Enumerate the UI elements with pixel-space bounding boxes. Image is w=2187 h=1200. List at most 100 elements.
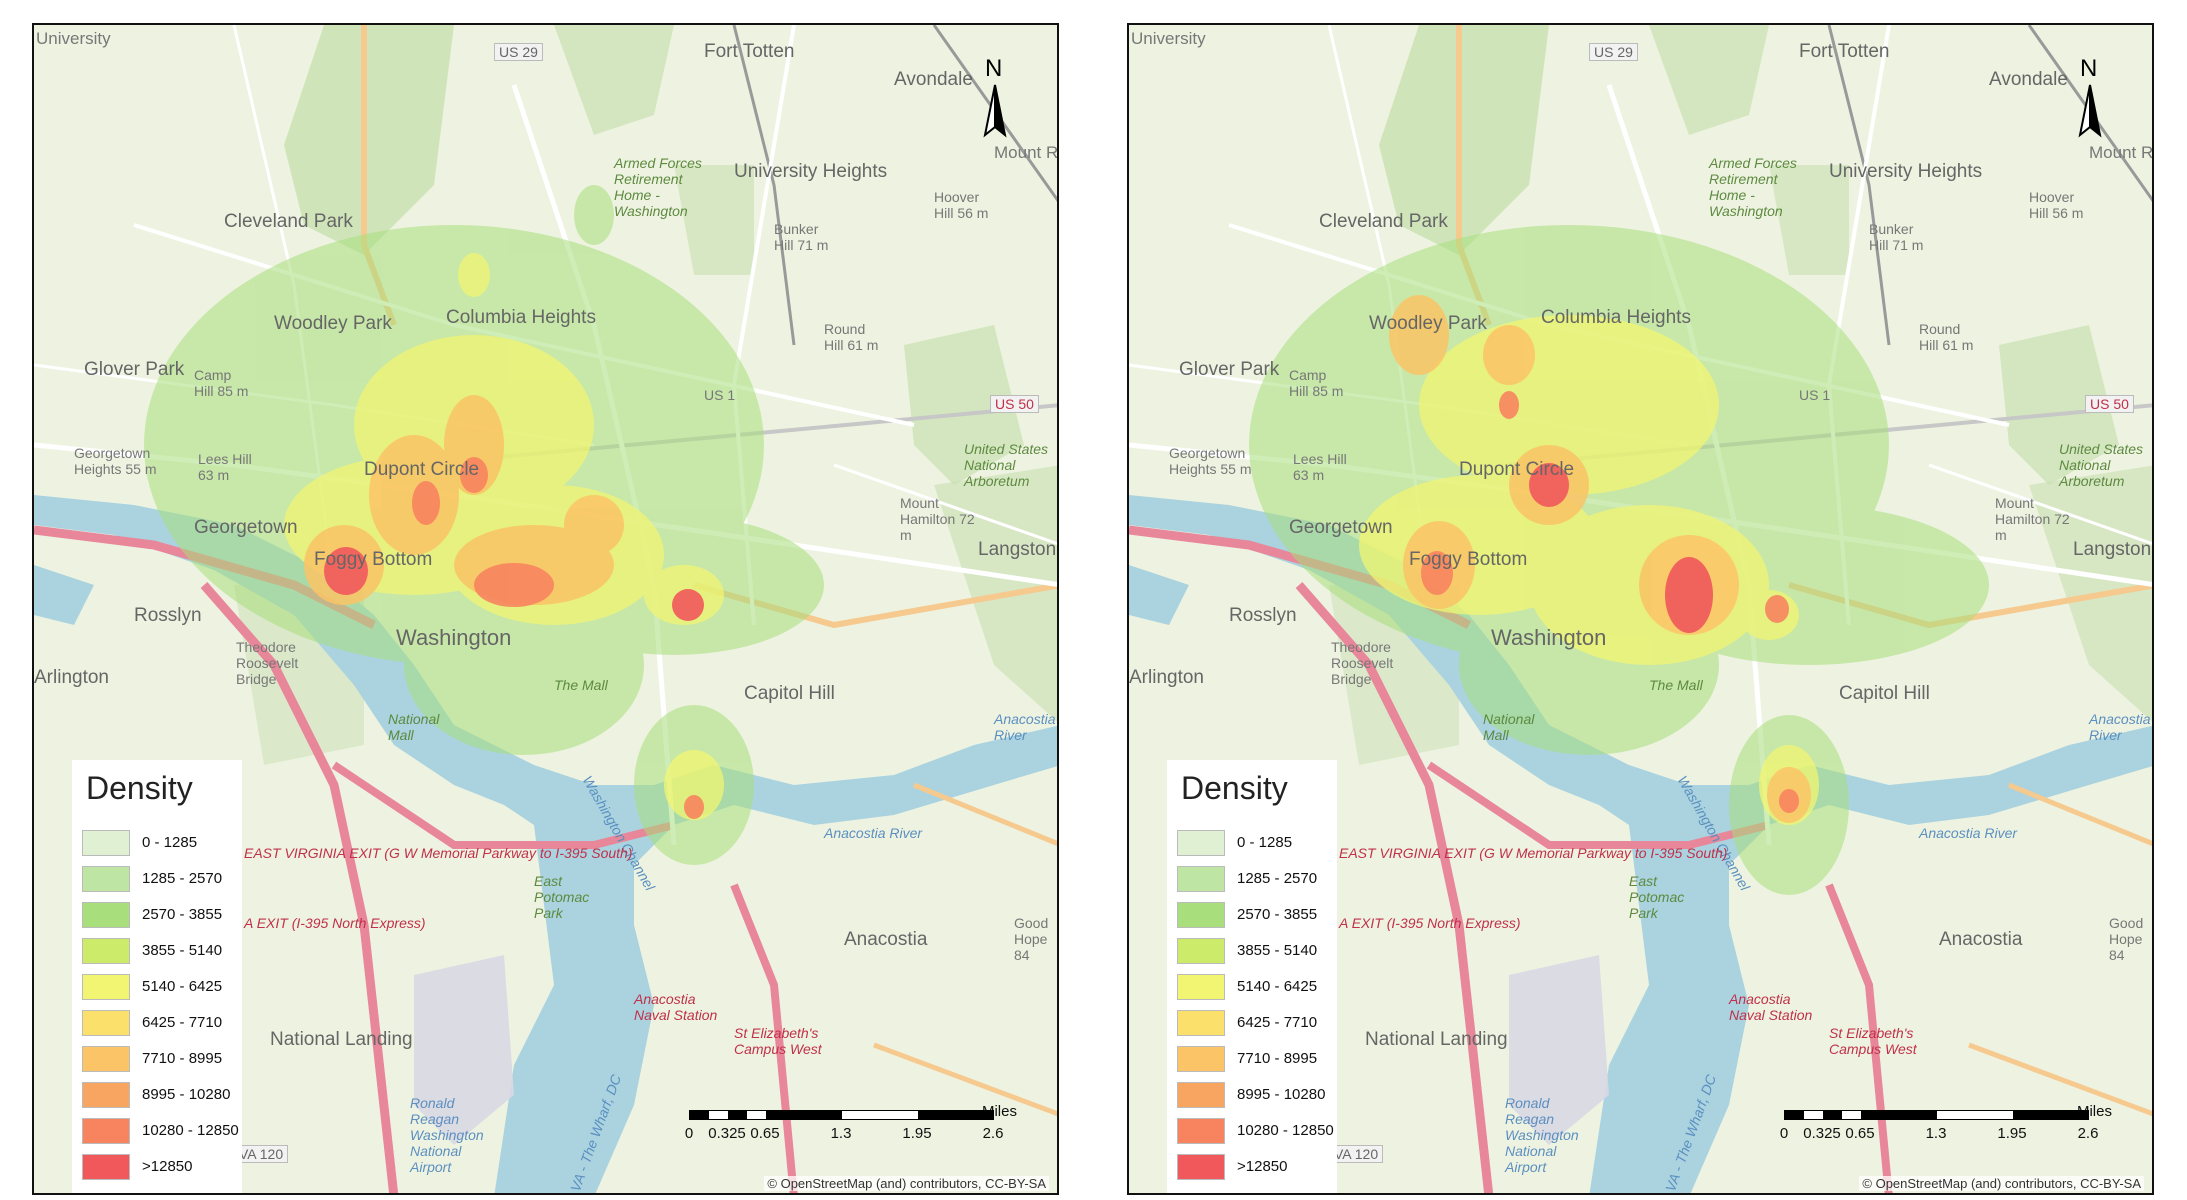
legend-row: 3855 - 5140 (1177, 938, 1337, 964)
legend-label: 7710 - 8995 (1237, 1050, 1318, 1067)
label-capitol-hill: Capitol Hill (1839, 683, 1930, 704)
label-university: University (1131, 29, 1206, 48)
legend-row: 7710 - 8995 (82, 1046, 242, 1072)
legend-row: 8995 - 10280 (1177, 1082, 1337, 1108)
label-arboretum: United States National Arboretum (2059, 441, 2144, 489)
label-st-elizabeths: St Elizabeth's Campus West (734, 1025, 822, 1057)
scale-bar-right: Miles 0 0.325 0.65 1.3 1.95 2.6 (1780, 1103, 2112, 1151)
label-va120: VA 120 (1329, 1145, 1384, 1163)
density-map-right[interactable]: University US 29 Fort Totten Avondale Mo… (1127, 23, 2154, 1195)
label-round-hill: Round Hill 61 m (1919, 321, 1974, 353)
legend-row: 1285 - 2570 (82, 866, 242, 892)
scale-tick: 2.6 (2077, 1125, 2099, 1142)
legend-row: 5140 - 6425 (82, 974, 242, 1000)
label-langston: Langston (978, 539, 1057, 560)
scale-tick: 1.3 (830, 1125, 852, 1142)
label-mount-hamilton: Mount Hamilton 72 m (1995, 495, 2070, 543)
label-anacostia-river: Anacostia River (824, 825, 923, 841)
legend-row: 6425 - 7710 (1177, 1010, 1337, 1036)
legend-label: 2570 - 3855 (142, 906, 223, 923)
label-arlington: Arlington (34, 667, 109, 688)
label-georgetown-heights: Georgetown Heights 55 m (1169, 445, 1252, 477)
legend-row: 0 - 1285 (1177, 830, 1337, 856)
legend-left: Density 0 - 1285 1285 - 2570 2570 - 3855… (72, 760, 242, 1193)
legend-label: >12850 (1237, 1158, 1288, 1175)
label-us1: US 1 (1799, 387, 1831, 403)
label-anacostia: Anacostia (844, 929, 928, 950)
legend-swatch (82, 902, 130, 928)
label-the-mall: The Mall (1649, 677, 1703, 693)
label-foggy-bottom: Foggy Bottom (1409, 549, 1528, 570)
north-arrow-icon (983, 84, 1007, 138)
legend-label: 1285 - 2570 (1237, 870, 1318, 887)
label-theodore: Theodore Roosevelt Bridge (236, 639, 299, 687)
label-arlington: Arlington (1129, 667, 1204, 688)
north-label: N (985, 55, 1003, 82)
legend-swatch (1177, 902, 1225, 928)
legend-swatch (1177, 1118, 1225, 1144)
label-national-landing: National Landing (1365, 1029, 1508, 1050)
legend-row: 5140 - 6425 (1177, 974, 1337, 1000)
label-anacostia-river: Anacostia River (1919, 825, 2018, 841)
scale-tick: 2.6 (982, 1125, 1004, 1142)
label-georgetown: Georgetown (194, 517, 298, 538)
label-the-mall: The Mall (554, 677, 608, 693)
label-avondale: Avondale (1989, 69, 2068, 90)
label-anacostia-river-ne: Anacostia River (994, 711, 1056, 743)
legend-swatch (82, 974, 130, 1000)
legend-swatch (1177, 1046, 1225, 1072)
legend-label: 1285 - 2570 (142, 870, 223, 887)
label-avondale: Avondale (894, 69, 973, 90)
legend-row: 10280 - 12850 (1177, 1118, 1337, 1144)
scale-segment (1804, 1111, 1823, 1119)
legend-row: 8995 - 10280 (82, 1082, 242, 1108)
label-cleveland-park: Cleveland Park (224, 211, 353, 232)
label-armed-forces: Armed Forces Retirement Home - Washingto… (1709, 155, 1797, 219)
scale-segment (1937, 1111, 2013, 1119)
legend-label: 6425 - 7710 (142, 1014, 223, 1031)
legend-row: 10280 - 12850 (82, 1118, 242, 1144)
label-mount-rainier: Mount Rai (2089, 143, 2154, 162)
legend-label: 10280 - 12850 (142, 1122, 239, 1139)
label-east-potomac: East Potomac Park (1629, 873, 1685, 921)
label-columbia-heights: Columbia Heights (1541, 307, 1691, 328)
scale-bar-graphic (689, 1110, 994, 1120)
legend-label: 5140 - 6425 (142, 978, 223, 995)
label-theodore: Theodore Roosevelt Bridge (1331, 639, 1394, 687)
legend-label: 3855 - 5140 (142, 942, 223, 959)
label-georgetown-heights: Georgetown Heights 55 m (74, 445, 157, 477)
label-washington: Washington (396, 625, 512, 650)
label-armed-forces: Armed Forces Retirement Home - Washingto… (614, 155, 702, 219)
label-good-hope: Good Hope 84 (2109, 915, 2144, 963)
scale-segment (1842, 1111, 1861, 1119)
label-university-heights: University Heights (734, 161, 888, 182)
label-anacostia-naval: Anacostia Naval Station (1729, 991, 1813, 1023)
legend-row: 2570 - 3855 (82, 902, 242, 928)
legend-row: 7710 - 8995 (1177, 1046, 1337, 1072)
legend-row: 2570 - 3855 (1177, 902, 1337, 928)
legend-row: 1285 - 2570 (1177, 866, 1337, 892)
label-columbia-heights: Columbia Heights (446, 307, 596, 328)
scale-tick: 0.65 (750, 1125, 780, 1142)
label-st-elizabeths: St Elizabeth's Campus West (1829, 1025, 1917, 1057)
scale-tick: 0 (684, 1125, 694, 1142)
label-university-heights: University Heights (1829, 161, 1983, 182)
legend-swatch (82, 1154, 130, 1180)
label-foggy-bottom: Foggy Bottom (314, 549, 433, 570)
density-map-left[interactable]: University US 29 Fort Totten Avondale Mo… (32, 23, 1059, 1195)
label-national-mall: National Mall (1483, 711, 1535, 743)
north-label: N (2080, 55, 2098, 82)
legend-label: 7710 - 8995 (142, 1050, 223, 1067)
legend-swatch (82, 1010, 130, 1036)
label-camp-hill: Camp Hill 85 m (1289, 367, 1344, 399)
scale-bar-graphic (1784, 1110, 2089, 1120)
label-langston: Langston (2073, 539, 2152, 560)
scale-segment (747, 1111, 766, 1119)
north-arrow: N (973, 55, 1017, 155)
legend-title: Density (86, 770, 193, 806)
legend-swatch (1177, 1082, 1225, 1108)
legend-label: 0 - 1285 (142, 834, 198, 851)
legend-row: 6425 - 7710 (82, 1010, 242, 1036)
legend-swatch (1177, 938, 1225, 964)
legend-swatch (82, 866, 130, 892)
